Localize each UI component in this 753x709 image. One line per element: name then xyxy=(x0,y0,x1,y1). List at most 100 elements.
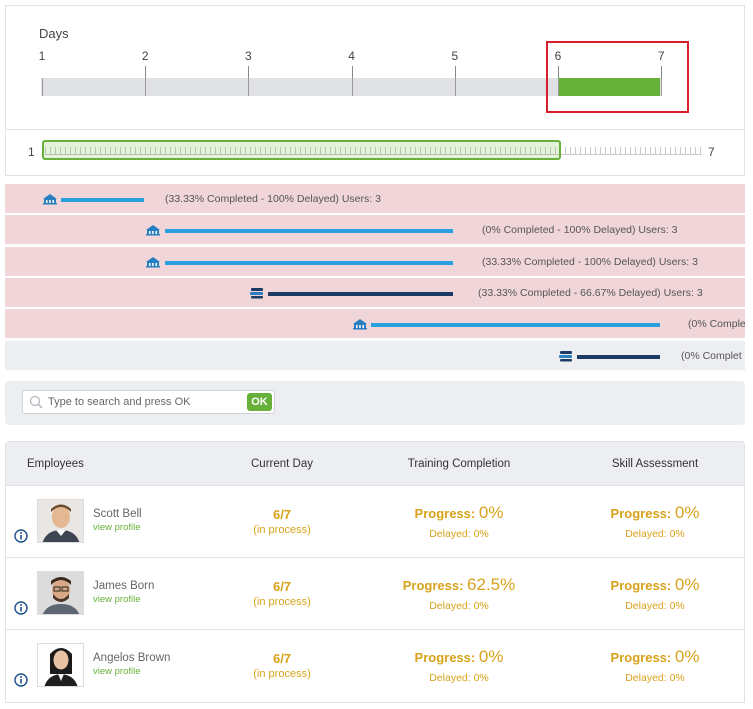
range-selection-handle[interactable] xyxy=(42,140,561,160)
day-divider xyxy=(558,78,559,96)
info-icon[interactable] xyxy=(14,601,28,615)
books-icon[interactable] xyxy=(558,350,574,362)
progress-percent: 62.5% xyxy=(467,575,516,594)
info-icon[interactable] xyxy=(14,673,28,687)
day-tick-mark xyxy=(145,66,147,78)
current-day-status: (in process) xyxy=(253,524,311,536)
header-employees: Employees xyxy=(27,458,84,470)
employees-table: Employees Current Day Training Completio… xyxy=(5,441,745,703)
avatar xyxy=(37,499,84,543)
gantt-bar[interactable] xyxy=(165,229,453,234)
avatar xyxy=(37,643,84,687)
range-track xyxy=(45,147,702,155)
current-day-value: 6/7 xyxy=(272,507,292,522)
training-delayed: Delayed: 0% xyxy=(429,600,489,612)
day-tick-label: 7 xyxy=(657,49,665,63)
progress-percent: 0% xyxy=(674,575,700,594)
table-header: Employees Current Day Training Completio… xyxy=(6,442,744,485)
training-delayed: Delayed: 0% xyxy=(429,672,489,684)
current-day-value: 6/7 xyxy=(272,579,292,594)
day-tick-label: 4 xyxy=(348,49,355,63)
view-profile-link[interactable]: view profile xyxy=(93,594,141,605)
gantt-row: (0% Completed - 100% Delayed) Users: 3 xyxy=(5,215,745,246)
progress-prefix: Progress: xyxy=(414,506,479,521)
gantt-label: (0% Complet xyxy=(681,349,742,362)
view-profile-link[interactable]: view profile xyxy=(93,666,141,677)
day-tick-mark xyxy=(454,66,456,78)
day-tick-label: 3 xyxy=(245,49,252,63)
gantt-row: (0% Comple xyxy=(5,309,745,340)
classroom-icon[interactable] xyxy=(42,193,58,205)
day-tick-label: 5 xyxy=(451,49,459,63)
info-icon[interactable] xyxy=(14,529,28,543)
range-track-base xyxy=(45,154,702,155)
day-divider xyxy=(351,78,353,96)
ok-button[interactable]: OK xyxy=(247,393,272,411)
skill-progress: Progress: 0% xyxy=(611,575,700,595)
progress-percent: 0% xyxy=(674,647,700,666)
gantt-bar[interactable] xyxy=(268,291,453,296)
day-tick-mark xyxy=(661,66,663,78)
range-min-label: 1 xyxy=(28,145,35,159)
employee-name: Angelos Brown xyxy=(93,652,171,664)
gantt-label: (33.33% Completed - 66.67% Delayed) User… xyxy=(478,286,703,299)
training-delayed: Delayed: 0% xyxy=(429,528,489,540)
view-profile-link[interactable]: view profile xyxy=(93,522,141,533)
progress-percent: 0% xyxy=(478,503,504,522)
highlight-box xyxy=(546,41,689,113)
gantt-bar[interactable] xyxy=(165,260,453,265)
gantt-label: (33.33% Completed - 100% Delayed) Users:… xyxy=(165,193,381,205)
search-box: OK xyxy=(22,390,275,414)
day-divider xyxy=(42,78,43,96)
days-timeline: Days 1 2 3 4 5 6 7 xyxy=(5,5,745,130)
day-divider xyxy=(454,78,456,96)
training-progress: Progress: 62.5% xyxy=(403,575,516,595)
skill-progress: Progress: 0% xyxy=(611,647,700,667)
employee-name: James Born xyxy=(93,580,155,592)
gantt-label: (0% Comple xyxy=(688,318,745,331)
day-tick-mark xyxy=(558,66,559,78)
gantt-label: (0% Completed - 100% Delayed) Users: 3 xyxy=(482,224,678,237)
gantt-bar[interactable] xyxy=(371,323,660,328)
day-divider xyxy=(248,78,250,96)
gantt-bar[interactable] xyxy=(61,198,144,202)
gantt-row: (33.33% Completed - 100% Delayed) Users:… xyxy=(5,246,745,277)
progress-prefix: Progress: xyxy=(402,578,468,593)
gantt-label: (33.33% Completed - 100% Delayed) Users:… xyxy=(482,255,698,268)
gantt-bar[interactable] xyxy=(577,354,660,359)
progress-prefix: Progress: xyxy=(610,650,675,665)
current-day-value: 6/7 xyxy=(272,651,292,666)
table-row: James Born view profile 6/7 (in process)… xyxy=(6,557,744,629)
header-current-day: Current Day xyxy=(251,458,313,470)
current-day-status: (in process) xyxy=(253,668,311,680)
classroom-icon[interactable] xyxy=(145,224,161,236)
day-track xyxy=(41,78,661,96)
employee-name: Scott Bell xyxy=(93,508,142,520)
days-title: Days xyxy=(39,26,69,41)
day-range-slider[interactable]: 1 7 xyxy=(5,131,745,176)
skill-progress: Progress: 0% xyxy=(611,503,700,523)
search-input[interactable] xyxy=(48,393,238,411)
day-tick-label: 1 xyxy=(38,49,46,63)
skill-delayed: Delayed: 0% xyxy=(625,528,685,540)
classroom-icon[interactable] xyxy=(352,318,368,330)
training-progress: Progress: 0% xyxy=(415,503,504,523)
header-training-completion: Training Completion xyxy=(407,458,511,470)
progress-prefix: Progress: xyxy=(610,578,675,593)
header-skill-assessment: Skill Assessment xyxy=(611,458,699,470)
gantt-chart: (33.33% Completed - 100% Delayed) Users:… xyxy=(5,184,745,372)
skill-delayed: Delayed: 0% xyxy=(625,672,685,684)
books-icon[interactable] xyxy=(249,287,265,299)
search-bar: OK xyxy=(5,381,745,425)
classroom-icon[interactable] xyxy=(145,256,161,268)
current-day-status: (in process) xyxy=(253,596,311,608)
progress-percent: 0% xyxy=(674,503,700,522)
day-divider xyxy=(661,78,663,96)
search-icon xyxy=(29,395,43,409)
day-tick-mark xyxy=(351,66,353,78)
day-tick-label: 6 xyxy=(554,49,562,63)
day-tick-label: 2 xyxy=(141,49,149,63)
day-tick-mark xyxy=(248,66,250,78)
current-day-fill xyxy=(559,78,661,96)
training-progress: Progress: 0% xyxy=(415,647,504,667)
